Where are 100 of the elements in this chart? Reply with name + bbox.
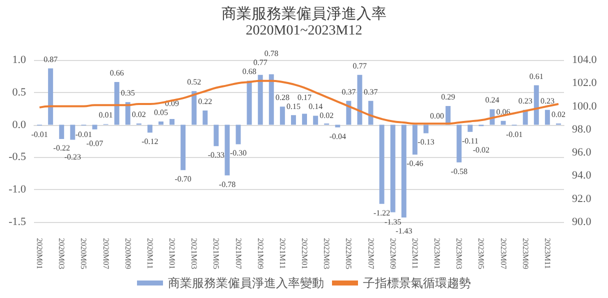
data-label: -1.22: [373, 208, 390, 218]
data-label: -1.35: [384, 217, 402, 226]
y2-tick-label: 98.0: [572, 123, 592, 136]
bar: [147, 124, 152, 133]
chart-title: 商業服務業僱員淨進入率: [222, 6, 386, 22]
data-label: -0.70: [174, 174, 192, 184]
data-label: 0.14: [308, 102, 323, 112]
y-tick-label: 0.5: [12, 86, 26, 98]
x-tick-label: 2022M09: [388, 238, 398, 270]
bar: [401, 124, 406, 218]
x-tick-label: 2021M03: [190, 238, 199, 270]
data-label: 0.02: [320, 111, 334, 120]
x-tick-label: 2023M03: [454, 238, 464, 270]
x-tick-label: 2021M11: [278, 238, 287, 269]
data-label: -0.01: [75, 130, 92, 139]
data-label: 0.37: [364, 87, 378, 96]
data-label: 0.87: [44, 54, 58, 64]
x-tick-label: 2021M05: [212, 238, 221, 270]
data-label: 0.22: [198, 97, 212, 106]
bar: [412, 124, 418, 155]
x-tick-label: 2023M11: [542, 238, 552, 269]
y-tick-label: -1.0: [8, 184, 26, 196]
bar: [423, 124, 428, 134]
x-tick-label: 2022M11: [410, 238, 420, 269]
data-label: 0.17: [298, 93, 312, 102]
data-label: 0.68: [242, 67, 256, 76]
data-label: -0.01: [506, 130, 523, 139]
x-tick-label: 2022M07: [366, 238, 376, 270]
y2-tick-label: 94.0: [572, 170, 592, 182]
x-tick-label: 2020M03: [57, 238, 66, 270]
data-label: -0.46: [406, 159, 424, 168]
bar: [170, 118, 175, 125]
bar: [258, 74, 263, 125]
data-label: 0.00: [430, 111, 444, 120]
data-label: 0.02: [551, 110, 566, 120]
y-tick-label: 1.0: [12, 54, 26, 66]
bar: [202, 110, 208, 125]
bar: [357, 74, 362, 125]
bar: [544, 110, 550, 125]
bar: [48, 68, 54, 125]
bar: [114, 82, 120, 125]
data-label: 0.52: [187, 78, 202, 87]
data-label: 0.77: [253, 58, 268, 68]
data-label: 0.66: [110, 68, 124, 78]
bar: [456, 124, 462, 162]
bar: [268, 74, 274, 125]
y-tick-label: 0.0: [12, 118, 26, 131]
x-tick-label: 2023M09: [520, 238, 530, 270]
bar: [290, 115, 296, 125]
y-tick-label: -1.5: [8, 216, 26, 228]
data-label: 0.35: [120, 88, 135, 98]
x-tick-label: 2023M05: [476, 238, 486, 270]
x-tick-label: 2023M07: [498, 238, 508, 270]
bar: [335, 124, 340, 128]
data-label: -0.11: [462, 136, 478, 146]
y2-tick-label: 92.0: [572, 192, 592, 205]
data-label: -0.30: [230, 148, 247, 158]
y2-tick-label: 102.0: [572, 77, 598, 90]
bar: [246, 80, 252, 125]
legend-label: 子指標景氣循環趨勢: [363, 276, 471, 290]
data-label: 0.77: [352, 61, 367, 70]
x-tick-label: 2020M09: [123, 238, 132, 270]
data-label: -0.22: [53, 144, 70, 153]
bar: [313, 116, 318, 125]
data-label: -0.23: [64, 152, 81, 162]
bar: [125, 102, 130, 125]
x-tick-label: 2020M01: [35, 238, 44, 270]
bar: [379, 124, 384, 204]
data-label: -0.78: [218, 180, 236, 189]
y2-tick-label: 100.0: [572, 100, 598, 112]
bar: [500, 120, 506, 125]
x-tick-label: 2023M01: [432, 238, 442, 270]
data-label: -1.43: [396, 226, 412, 236]
data-label: -0.04: [329, 132, 346, 141]
data-label: 0.15: [286, 102, 300, 112]
x-tick-label: 2021M01: [168, 238, 177, 270]
bar: [158, 122, 164, 125]
data-label: 0.61: [529, 72, 544, 81]
data-label: -0.33: [208, 150, 225, 160]
bar: [224, 124, 230, 176]
bar: [368, 100, 374, 125]
legend-label: 商業服務業僱員淨進入率變動: [168, 276, 324, 290]
x-tick-label: 2022M01: [300, 238, 310, 270]
data-label: 0.23: [540, 96, 554, 106]
x-tick-label: 2020M07: [101, 238, 110, 270]
data-label: 0.24: [485, 96, 500, 105]
data-label: 0.28: [275, 93, 290, 102]
x-tick-label: 2022M03: [322, 238, 332, 270]
data-label: 0.29: [441, 92, 456, 102]
bar: [192, 91, 197, 125]
bar: [180, 124, 186, 170]
data-label: -0.58: [450, 166, 468, 176]
y2-tick-label: 96.0: [572, 146, 592, 159]
y2-tick-label: 104.0: [572, 54, 598, 66]
bar: [468, 124, 473, 132]
data-label: -0.02: [472, 145, 490, 154]
x-tick-label: 2020M11: [145, 238, 154, 269]
y-tick-label: -0.5: [8, 151, 26, 164]
x-tick-label: 2021M09: [256, 238, 265, 270]
bar: [70, 124, 76, 140]
